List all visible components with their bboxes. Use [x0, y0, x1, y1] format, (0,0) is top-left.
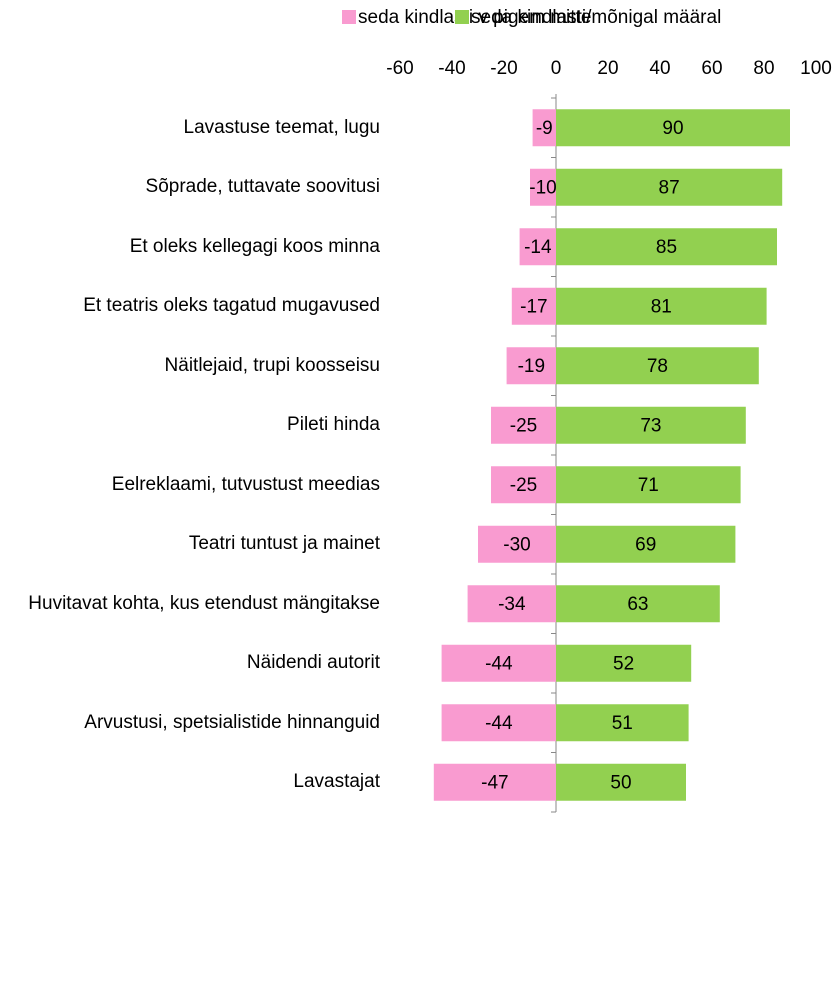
data-label: -47	[481, 772, 508, 793]
x-tick-label: -20	[490, 58, 517, 79]
data-label: -25	[510, 475, 537, 496]
x-tick-label: -60	[386, 58, 413, 79]
legend-swatch	[342, 10, 356, 24]
data-label: 63	[627, 594, 648, 615]
legend-label: seda kindlasti/mõnigal määral	[471, 7, 721, 28]
bar	[506, 347, 556, 385]
x-tick-label: 80	[753, 58, 774, 79]
category-label: Teatri tuntust ja mainet	[188, 533, 380, 555]
x-tick-label: 100	[800, 58, 832, 79]
bar	[491, 406, 556, 444]
category-label: Lavastuse teemat, lugu	[183, 116, 380, 138]
x-tick-label: 40	[649, 58, 670, 79]
bar	[519, 228, 556, 266]
category-label: Näidendi autorit	[246, 652, 380, 674]
category-label: Et teatris oleks tagatud mugavused	[83, 295, 380, 317]
category-label: Arvustusi, spetsialistide hinnanguid	[84, 711, 380, 733]
category-label: Eelreklaami, tutvustust meedias	[111, 473, 380, 495]
data-label: -9	[536, 118, 553, 139]
bar	[511, 287, 556, 325]
category-label: Huvitavat kohta, kus etendust mängitakse	[28, 592, 380, 614]
bar	[556, 585, 720, 623]
data-label: -10	[529, 177, 556, 198]
legend-label: seda kindlasti v pigem mitte	[358, 7, 591, 28]
x-tick-label: 20	[597, 58, 618, 79]
category-label: Lavastajat	[293, 771, 380, 793]
category-label: Et oleks kellegagi koos minna	[129, 235, 380, 257]
data-label: 87	[659, 177, 680, 198]
x-tick-label: -40	[438, 58, 465, 79]
data-label: -34	[498, 594, 526, 615]
data-label: 51	[612, 713, 633, 734]
data-label: 50	[610, 772, 631, 793]
category-label: Pileti hinda	[287, 414, 380, 436]
data-label: 78	[647, 356, 668, 377]
data-label: 71	[638, 475, 659, 496]
bar	[556, 168, 783, 206]
bar	[556, 109, 790, 147]
data-label: 52	[613, 653, 634, 674]
data-label: -30	[503, 534, 530, 555]
bar	[556, 704, 689, 742]
data-label: 81	[651, 296, 672, 317]
data-label: -17	[520, 296, 547, 317]
bar	[530, 168, 556, 206]
data-label: 85	[656, 237, 677, 258]
data-label: 69	[635, 534, 656, 555]
bar	[556, 406, 746, 444]
bar	[556, 763, 686, 801]
bar	[556, 287, 767, 325]
bar	[556, 466, 741, 504]
bar	[433, 763, 556, 801]
bar	[441, 644, 556, 682]
category-label: Näitlejaid, trupi koosseisu	[164, 354, 380, 376]
data-label: 73	[640, 415, 661, 436]
bar	[467, 585, 556, 623]
bar	[478, 525, 556, 563]
data-label: -44	[485, 653, 513, 674]
category-label: Sõprade, tuttavate soovitusi	[145, 176, 380, 198]
bar	[556, 347, 759, 385]
data-label: 90	[662, 118, 683, 139]
bar	[556, 644, 692, 682]
data-label: -19	[518, 356, 545, 377]
legend-swatch	[455, 10, 469, 24]
data-label: -44	[485, 713, 513, 734]
x-tick-label: 0	[551, 58, 562, 79]
data-label: -25	[510, 415, 537, 436]
data-label: -14	[524, 237, 552, 258]
bar	[491, 466, 556, 504]
x-tick-label: 60	[701, 58, 722, 79]
bar	[556, 525, 736, 563]
bar	[556, 228, 777, 266]
bar	[532, 109, 556, 147]
bar	[441, 704, 556, 742]
